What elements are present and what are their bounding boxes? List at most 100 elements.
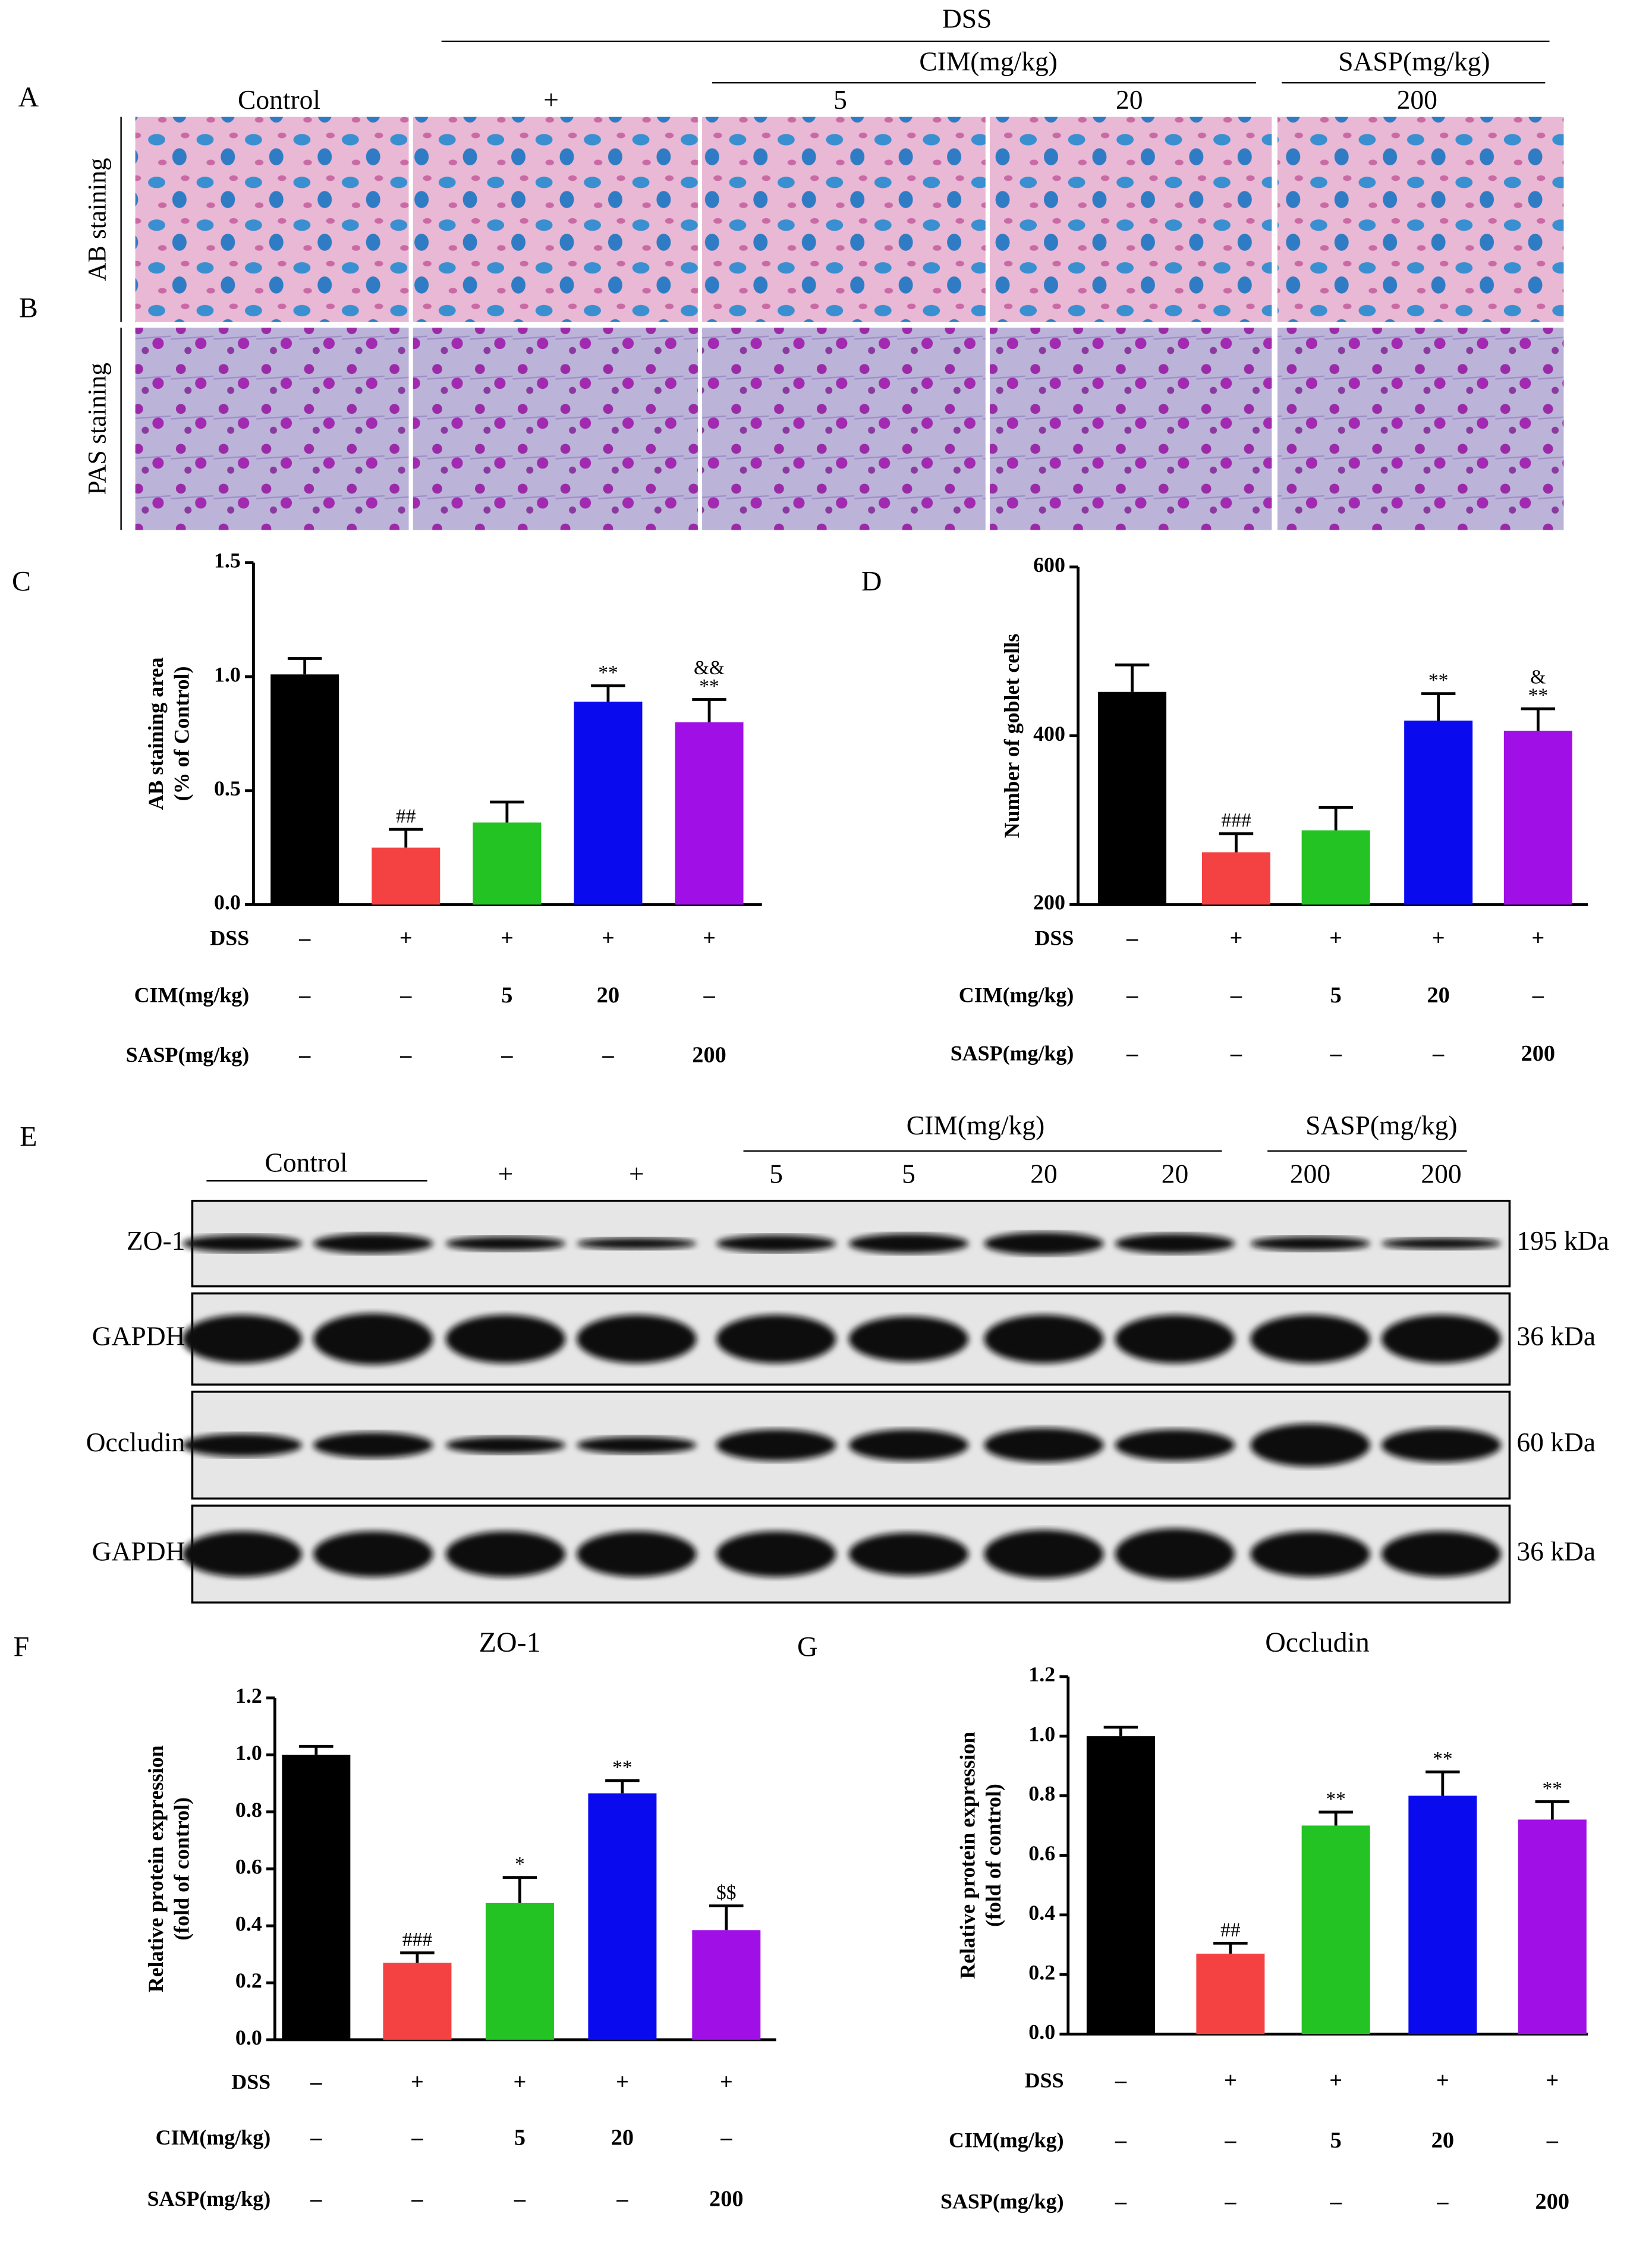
histology-image	[990, 117, 1272, 322]
treatment-cell: –	[411, 2125, 423, 2150]
bar	[372, 847, 440, 905]
treatment-cell: –	[1126, 1041, 1138, 1066]
bar	[473, 822, 542, 905]
row-label: PAS staining	[84, 363, 112, 495]
histology-image	[135, 117, 409, 322]
treatment-cell: +	[501, 926, 514, 951]
content: DSS CIM(mg/kg) SASP(mg/kg) Control +5 20 200 A A…	[12, 4, 1609, 2215]
band	[445, 1315, 566, 1363]
band	[445, 1531, 566, 1577]
significance-label: **	[1326, 1788, 1346, 1810]
y-axis-label: Relative protein expression	[956, 1732, 980, 1979]
bar	[1301, 830, 1370, 905]
treatment-cell: 200	[1535, 2189, 1570, 2214]
treatment-cell: –	[1532, 983, 1544, 1008]
treatment-cell: 200	[692, 1043, 726, 1068]
group-label: 5	[833, 84, 847, 115]
y-tick-label: 0.4	[1028, 1901, 1055, 1925]
bar	[485, 1903, 554, 2040]
histology-image	[702, 328, 986, 530]
treatment-label: DSS	[231, 2070, 270, 2093]
band	[182, 1235, 302, 1253]
lane-label: 200	[1421, 1158, 1461, 1188]
size-label: 36 kDa	[1516, 1321, 1596, 1351]
treatment-cell: +	[616, 2070, 629, 2095]
treatment-cell: –	[1330, 2189, 1342, 2214]
treatment-cell: 20	[597, 983, 619, 1008]
band	[182, 1433, 302, 1457]
band	[984, 1530, 1104, 1579]
treatment-cell: 20	[1431, 2128, 1454, 2153]
band	[577, 1315, 697, 1363]
treatment-cell: +	[1546, 2068, 1559, 2093]
y-tick-label: 0.8	[1028, 1782, 1055, 1806]
treatment-cell: –	[1126, 926, 1138, 951]
band	[313, 1531, 433, 1577]
band	[848, 1532, 969, 1576]
header-control: Control	[265, 1147, 348, 1177]
band	[716, 1429, 836, 1461]
group-label: 200	[1397, 84, 1437, 115]
y-tick-label: 0.0	[1028, 2020, 1055, 2043]
header-cim: CIM(mg/kg)	[919, 46, 1058, 76]
band	[1250, 1315, 1370, 1363]
significance-label: ###	[1221, 810, 1251, 832]
band	[182, 1315, 302, 1363]
histology-image	[1277, 328, 1564, 530]
bar	[383, 1963, 452, 2040]
y-axis-label: AB staining area	[144, 658, 168, 810]
y-tick-label: 1.2	[235, 1684, 262, 1708]
y-axis-label: Relative protein expression	[144, 1745, 168, 1992]
bar	[1503, 731, 1572, 905]
band	[1381, 1531, 1502, 1577]
y-tick-label: 0.6	[235, 1855, 262, 1879]
bar	[282, 1755, 351, 2040]
y-tick-label: 1.2	[1028, 1662, 1055, 1686]
band	[848, 1233, 969, 1254]
histology-image	[413, 328, 698, 530]
band	[848, 1429, 969, 1461]
histology-image	[413, 117, 698, 322]
chart-title: ZO-1	[479, 1627, 541, 1658]
group-label: +	[543, 84, 559, 115]
band	[1115, 1315, 1235, 1363]
y-tick-label: 1.0	[1028, 1722, 1055, 1746]
panel-letter: C	[12, 565, 31, 597]
treatment-cell: –	[1230, 983, 1242, 1008]
bar	[1404, 721, 1473, 905]
treatment-cell: 200	[709, 2186, 744, 2211]
treatment-cell: –	[310, 2125, 322, 2150]
treatment-label: SASP(mg/kg)	[147, 2187, 271, 2211]
band	[577, 1531, 697, 1577]
band	[1381, 1238, 1502, 1250]
bar	[1201, 852, 1270, 905]
band	[313, 1432, 433, 1458]
band	[1250, 1236, 1370, 1251]
significance-label: **	[598, 662, 618, 684]
treatment-cell: –	[1115, 2189, 1127, 2214]
treatment-cell: –	[1115, 2068, 1127, 2093]
treatment-label: DSS	[1034, 926, 1074, 950]
treatment-label: CIM(mg/kg)	[959, 983, 1074, 1007]
bar	[574, 702, 643, 905]
panel-letter: E	[20, 1121, 37, 1153]
treatment-cell: –	[1115, 2128, 1127, 2153]
y-tick-label: 400	[1033, 722, 1065, 746]
significance-label: **	[1528, 685, 1549, 707]
treatment-cell: +	[720, 2070, 733, 2095]
bar	[270, 674, 339, 905]
y-axis-label: (% of Control)	[169, 666, 193, 801]
panel-letter: D	[861, 565, 882, 597]
y-axis-label: (fold of control)	[981, 1784, 1005, 1927]
treatment-cell: –	[514, 2186, 526, 2211]
treatment-cell: 5	[514, 2125, 526, 2150]
y-tick-label: 1.0	[235, 1741, 262, 1765]
histology-image	[990, 328, 1272, 530]
treatment-cell: –	[298, 1043, 311, 1068]
panel-letter: A	[18, 81, 39, 113]
protein-label: GAPDH	[92, 1321, 185, 1351]
treatment-cell: –	[1436, 2189, 1449, 2214]
treatment-cell: 5	[1330, 983, 1342, 1008]
y-tick-label: 0.8	[235, 1798, 262, 1822]
